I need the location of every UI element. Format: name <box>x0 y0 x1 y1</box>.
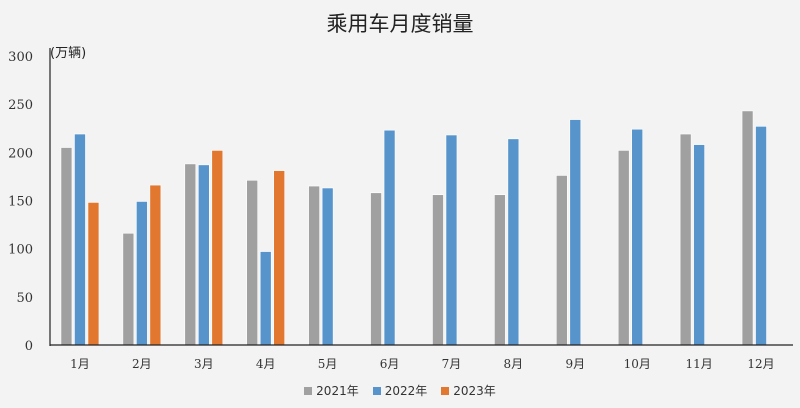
y-tick-label: 50 <box>16 291 33 306</box>
y-tick-label: 100 <box>8 243 33 258</box>
x-tick-label: 10月 <box>624 357 651 371</box>
bar <box>679 133 692 346</box>
bar <box>569 119 582 346</box>
bar <box>432 194 444 346</box>
bar <box>74 133 86 346</box>
bar <box>693 144 705 346</box>
bar <box>555 175 568 346</box>
legend-item: 2021年 <box>304 382 359 399</box>
bar <box>494 194 506 346</box>
y-tick-label: 250 <box>8 98 33 113</box>
bar <box>631 128 644 346</box>
bar <box>122 232 135 346</box>
x-tick-label: 5月 <box>318 357 338 371</box>
legend-label: 2023年 <box>453 384 496 398</box>
legend-label: 2021年 <box>316 384 359 398</box>
y-tick-label: 150 <box>8 195 33 210</box>
bar <box>149 184 162 346</box>
y-tick-label: 300 <box>8 50 33 65</box>
x-tick-label: 11月 <box>685 357 712 371</box>
legend-label: 2022年 <box>384 384 428 398</box>
legend-swatch <box>304 386 313 395</box>
bar <box>370 192 382 346</box>
bar <box>211 150 224 346</box>
x-tick-label: 6月 <box>380 357 400 371</box>
x-tick-label: 3月 <box>194 357 214 371</box>
x-tick-label: 1月 <box>70 357 90 371</box>
y-tick-label: 200 <box>8 146 33 161</box>
x-tick-label: 4月 <box>256 357 276 371</box>
bar <box>273 170 286 346</box>
legend-item: 2022年 <box>372 382 428 399</box>
legend: 2021年 2022年 2023年 <box>0 382 800 399</box>
y-axis-unit-label: (万辆) <box>50 46 87 61</box>
bar <box>308 185 320 346</box>
x-tick-label: 2月 <box>132 357 152 371</box>
bar <box>60 147 73 346</box>
legend-swatch <box>441 386 450 395</box>
bar <box>246 179 259 346</box>
bar <box>197 164 210 346</box>
bar <box>507 138 520 346</box>
legend-item: 2023年 <box>441 382 496 399</box>
bar <box>184 163 197 346</box>
x-tick-label: 12月 <box>747 357 774 371</box>
bar <box>259 251 272 346</box>
x-tick-label: 8月 <box>504 357 524 371</box>
bar <box>136 201 148 346</box>
x-tick-label: 9月 <box>565 357 585 371</box>
bar <box>383 129 396 346</box>
chart-title: 乘用车月度销量 <box>326 12 474 36</box>
legend-swatch <box>372 386 381 395</box>
y-tick-label: 0 <box>25 339 33 354</box>
x-tick-label: 7月 <box>442 357 462 371</box>
bar <box>87 202 100 346</box>
bar <box>321 187 334 346</box>
bar <box>617 150 630 346</box>
bar <box>741 110 754 346</box>
bar <box>445 134 458 346</box>
bar <box>755 126 767 346</box>
